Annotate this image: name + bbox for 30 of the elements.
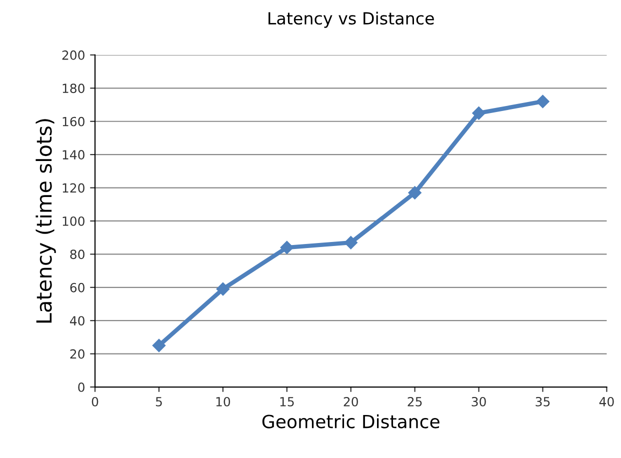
x-tick-label: 20 [344, 396, 358, 406]
x-tick-label: 35 [536, 396, 550, 406]
y-axis-title: Latency (time slots) [36, 119, 56, 323]
point [344, 236, 358, 250]
point [536, 94, 550, 108]
y-tick-label: 0 [78, 382, 84, 392]
point [152, 338, 166, 352]
x-tick-label: 10 [216, 396, 230, 406]
y-tick-label: 120 [62, 183, 84, 193]
y-tick-label: 180 [62, 84, 84, 94]
x-tick-label: 15 [280, 397, 294, 406]
y-tick-label: 60 [70, 282, 84, 292]
x-tick-label: 30 [472, 396, 486, 406]
y-tick-label: 200 [62, 50, 84, 60]
y-tick-label: 40 [70, 316, 84, 326]
x-tick-label: 25 [408, 396, 422, 406]
point [280, 240, 294, 254]
y-tick-label: 20 [70, 349, 84, 359]
chart-title: Latency vs Distance [268, 12, 434, 28]
x-tick-label: 0 [92, 396, 98, 406]
y-tick-label: 160 [62, 116, 84, 126]
x-tick-label: 40 [599, 396, 614, 406]
x-tick-label: 5 [156, 397, 162, 406]
point [216, 282, 230, 296]
y-tick-label: 100 [62, 216, 84, 226]
point [408, 186, 422, 200]
y-tick-label: 140 [62, 150, 84, 160]
point [472, 106, 486, 120]
x-axis-title: Geometric Distance [262, 414, 440, 428]
y-tick-label: 80 [70, 250, 84, 260]
